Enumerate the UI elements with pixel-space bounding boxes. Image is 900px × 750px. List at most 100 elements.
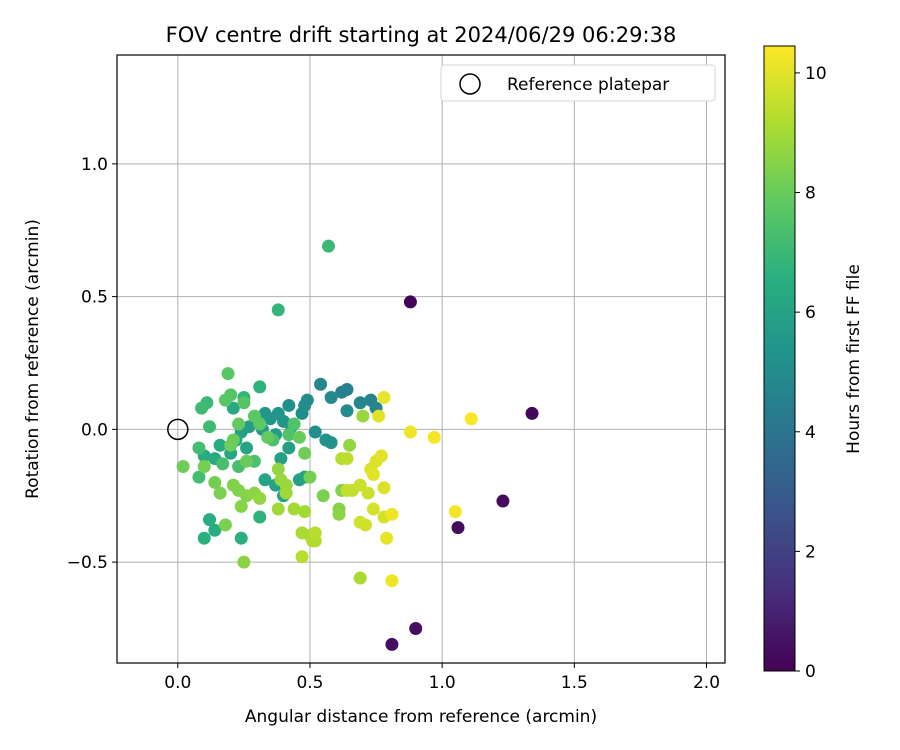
scatter-point xyxy=(314,377,328,391)
scatter-point xyxy=(377,481,391,495)
scatter-point xyxy=(224,438,238,452)
x-tick-label: 1.5 xyxy=(561,673,588,693)
scatter-point xyxy=(237,555,251,569)
scatter-point xyxy=(340,483,354,497)
scatter-point xyxy=(221,367,235,381)
colorbar-gradient xyxy=(763,45,796,672)
scatter-point xyxy=(353,478,367,492)
plot-frame xyxy=(116,54,726,664)
scatter-point xyxy=(263,412,277,426)
scatter-point xyxy=(197,460,211,474)
scatter-point xyxy=(340,383,354,397)
x-tick-label: 0.5 xyxy=(296,673,323,693)
scatter-point xyxy=(292,430,306,444)
scatter-point xyxy=(240,454,254,468)
y-axis-ticks: −0.5 0.0 0.5 1.0 xyxy=(67,155,117,573)
scatter-point xyxy=(295,406,309,420)
scatter-point xyxy=(253,380,267,394)
colorbar-ticks: 0 2 4 6 8 10 xyxy=(795,64,827,682)
scatter-point xyxy=(195,401,209,415)
scatter-point xyxy=(377,390,391,404)
scatter-point xyxy=(356,409,370,423)
scatter-point xyxy=(197,531,211,545)
scatter-point xyxy=(340,404,354,418)
colorbar-tick-label: 8 xyxy=(805,184,816,204)
x-tick-label: 2.0 xyxy=(693,673,720,693)
scatter-point xyxy=(271,303,285,317)
scatter-point xyxy=(287,417,301,431)
scatter-point xyxy=(308,526,322,540)
scatter-point xyxy=(385,574,399,588)
scatter-point xyxy=(366,502,380,516)
colorbar-tick-label: 4 xyxy=(805,423,816,443)
reference-platepar-marker xyxy=(167,418,189,441)
scatter-point xyxy=(176,460,190,474)
scatter-point xyxy=(343,438,357,452)
scatter-point xyxy=(208,475,222,489)
colorbar-tick-label: 10 xyxy=(805,64,827,84)
colorbar-tick-label: 0 xyxy=(805,662,816,682)
scatter-point xyxy=(282,441,296,455)
y-tick-label: 0.0 xyxy=(81,420,108,440)
scatter-points xyxy=(167,239,539,651)
scatter-point xyxy=(208,523,222,537)
scatter-point xyxy=(427,430,441,444)
scatter-point xyxy=(374,449,388,463)
scatter-point xyxy=(321,239,335,253)
scatter-point xyxy=(353,396,367,410)
scatter-point xyxy=(234,531,248,545)
y-tick-label: −0.5 xyxy=(67,553,108,573)
scatter-point xyxy=(203,513,217,527)
x-tick-label: 1.0 xyxy=(429,673,456,693)
scatter-point xyxy=(282,398,296,412)
scatter-point xyxy=(240,441,254,455)
scatter-point xyxy=(358,518,372,532)
scatter-point xyxy=(403,425,417,439)
scatter-point xyxy=(353,571,367,585)
scatter-point xyxy=(213,438,227,452)
scatter-point xyxy=(258,473,272,487)
scatter-point xyxy=(380,531,394,545)
scatter-point xyxy=(366,467,380,481)
scatter-point xyxy=(213,486,227,500)
colorbar-label: Hours from first FF file xyxy=(844,264,864,454)
scatter-point xyxy=(226,401,240,415)
colorbar-tick-label: 6 xyxy=(805,303,816,323)
legend: Reference platepar xyxy=(440,64,716,102)
grid-lines xyxy=(117,55,725,663)
scatter-point xyxy=(332,507,346,521)
legend-box xyxy=(440,64,716,102)
scatter-point xyxy=(287,502,301,516)
scatter-point xyxy=(282,428,296,442)
x-axis-ticks: 0.0 0.5 1.0 1.5 2.0 xyxy=(164,663,720,693)
scatter-point xyxy=(324,436,338,450)
scatter-point xyxy=(271,502,285,516)
scatter-point xyxy=(203,420,217,434)
scatter-point xyxy=(271,462,285,476)
scatter-point xyxy=(409,621,423,635)
scatter-point xyxy=(451,521,465,535)
scatter-point xyxy=(253,510,267,524)
scatter-point xyxy=(385,637,399,651)
scatter-point xyxy=(192,470,206,484)
scatter-point xyxy=(316,489,330,503)
y-axis-label: Rotation from reference (arcmin) xyxy=(23,219,43,499)
scatter-point xyxy=(192,441,206,455)
scatter-point xyxy=(261,430,275,444)
scatter-point xyxy=(496,494,510,508)
y-tick-label: 1.0 xyxy=(81,155,108,175)
scatter-point xyxy=(232,417,246,431)
scatter-point xyxy=(525,406,539,420)
scatter-point xyxy=(372,409,386,423)
chart-title: FOV centre drift starting at 2024/06/29 … xyxy=(166,23,677,47)
colorbar-tick-label: 2 xyxy=(805,542,816,562)
scatter-point xyxy=(464,412,478,426)
colorbar: 0 2 4 6 8 10 Hours from first FF file xyxy=(763,45,864,682)
scatter-point xyxy=(234,499,248,513)
scatter-point xyxy=(324,390,338,404)
legend-label-reference: Reference platepar xyxy=(507,75,669,95)
scatter-point xyxy=(340,452,354,466)
scatter-point xyxy=(218,393,232,407)
scatter-point xyxy=(308,425,322,439)
